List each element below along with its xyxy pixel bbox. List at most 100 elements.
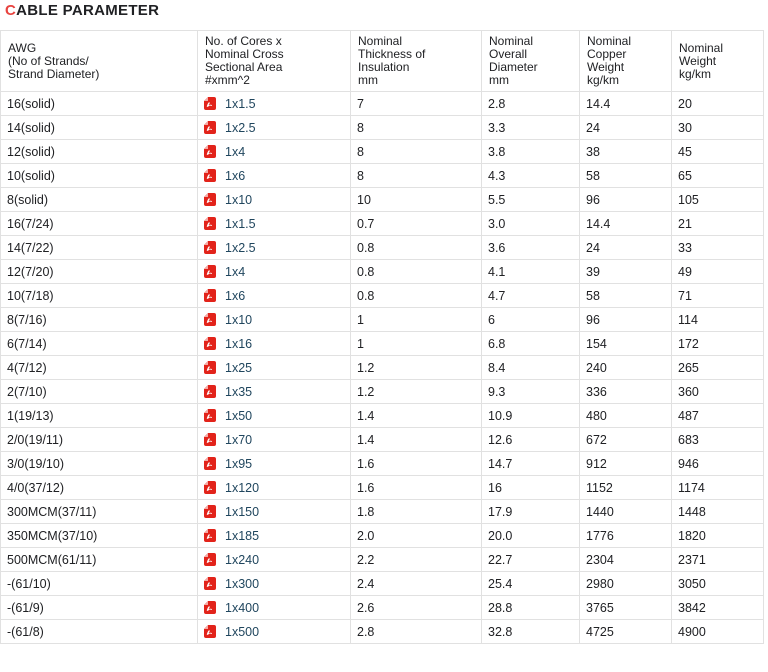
- cell-area: 1x240: [197, 547, 351, 572]
- pdf-icon[interactable]: [204, 217, 216, 230]
- cell-weight: 65: [671, 163, 764, 188]
- pdf-link-label[interactable]: 1x4: [225, 144, 246, 159]
- cell-weight: 172: [671, 331, 764, 356]
- cell-diameter: 8.4: [481, 355, 580, 380]
- pdf-datasheet-link[interactable]: 1x4: [204, 265, 344, 279]
- pdf-link-label[interactable]: 1x10: [225, 312, 253, 327]
- cell-area: 1x500: [197, 619, 351, 644]
- cell-copper: 96: [579, 307, 672, 332]
- cell-area: 1x1.5: [197, 91, 351, 116]
- cell-copper: 38: [579, 139, 672, 164]
- cell-diameter: 14.7: [481, 451, 580, 476]
- pdf-link-label[interactable]: 1x240: [225, 552, 260, 567]
- pdf-datasheet-link[interactable]: 1x6: [204, 169, 344, 183]
- cell-copper: 14.4: [579, 91, 672, 116]
- pdf-link-label[interactable]: 1x10: [225, 192, 253, 207]
- pdf-link-label[interactable]: 1x6: [225, 168, 246, 183]
- pdf-icon[interactable]: [204, 361, 216, 374]
- cell-area: 1x95: [197, 451, 351, 476]
- pdf-icon[interactable]: [204, 625, 216, 638]
- pdf-link-label[interactable]: 1x4: [225, 264, 246, 279]
- pdf-icon[interactable]: [204, 481, 216, 494]
- pdf-link-label[interactable]: 1x300: [225, 576, 260, 591]
- pdf-icon[interactable]: [204, 337, 216, 350]
- cell-copper: 912: [579, 451, 672, 476]
- table-row: 4(7/12) 1x25 1.2 8.4 240 265: [0, 355, 764, 380]
- table-row: 12(7/20) 1x4 0.8 4.1 39 49: [0, 259, 764, 284]
- pdf-icon[interactable]: [204, 385, 216, 398]
- cell-diameter: 12.6: [481, 427, 580, 452]
- pdf-link-label[interactable]: 1x25: [225, 360, 253, 375]
- pdf-link-label[interactable]: 1x95: [225, 456, 253, 471]
- pdf-datasheet-link[interactable]: 1x10: [204, 193, 344, 207]
- pdf-link-label[interactable]: 1x150: [225, 504, 260, 519]
- cell-diameter: 4.3: [481, 163, 580, 188]
- pdf-datasheet-link[interactable]: 1x10: [204, 313, 344, 327]
- pdf-datasheet-link[interactable]: 1x120: [204, 481, 344, 495]
- cell-awg: 12(7/20): [0, 259, 198, 284]
- pdf-icon[interactable]: [204, 577, 216, 590]
- pdf-icon[interactable]: [204, 289, 216, 302]
- pdf-icon[interactable]: [204, 601, 216, 614]
- pdf-icon[interactable]: [204, 121, 216, 134]
- pdf-link-label[interactable]: 1x6: [225, 288, 246, 303]
- pdf-datasheet-link[interactable]: 1x70: [204, 433, 344, 447]
- pdf-icon[interactable]: [204, 529, 216, 542]
- pdf-icon[interactable]: [204, 457, 216, 470]
- cell-weight: 683: [671, 427, 764, 452]
- cell-weight: 2371: [671, 547, 764, 572]
- pdf-datasheet-link[interactable]: 1x6: [204, 289, 344, 303]
- pdf-datasheet-link[interactable]: 1x95: [204, 457, 344, 471]
- pdf-link-label[interactable]: 1x50: [225, 408, 253, 423]
- pdf-datasheet-link[interactable]: 1x25: [204, 361, 344, 375]
- pdf-icon[interactable]: [204, 313, 216, 326]
- pdf-icon[interactable]: [204, 505, 216, 518]
- pdf-link-label[interactable]: 1x1.5: [225, 96, 256, 111]
- pdf-icon[interactable]: [204, 553, 216, 566]
- cell-copper: 2304: [579, 547, 672, 572]
- pdf-datasheet-link[interactable]: 1x1.5: [204, 97, 344, 111]
- pdf-datasheet-link[interactable]: 1x400: [204, 601, 344, 615]
- pdf-datasheet-link[interactable]: 1x16: [204, 337, 344, 351]
- column-header-cores-area: No. of Cores x Nominal Cross Sectional A…: [197, 30, 351, 92]
- cell-thickness: 8: [350, 115, 482, 140]
- pdf-icon[interactable]: [204, 265, 216, 278]
- pdf-link-label[interactable]: 1x400: [225, 600, 260, 615]
- pdf-link-label[interactable]: 1x2.5: [225, 240, 256, 255]
- cell-area: 1x4: [197, 259, 351, 284]
- pdf-datasheet-link[interactable]: 1x240: [204, 553, 344, 567]
- pdf-icon[interactable]: [204, 241, 216, 254]
- pdf-datasheet-link[interactable]: 1x35: [204, 385, 344, 399]
- pdf-icon[interactable]: [204, 169, 216, 182]
- cell-diameter: 4.1: [481, 259, 580, 284]
- pdf-icon[interactable]: [204, 145, 216, 158]
- pdf-datasheet-link[interactable]: 1x150: [204, 505, 344, 519]
- cell-area: 1x6: [197, 163, 351, 188]
- page-title-accent: C: [5, 2, 17, 19]
- cell-area: 1x185: [197, 523, 351, 548]
- pdf-datasheet-link[interactable]: 1x2.5: [204, 121, 344, 135]
- pdf-link-label[interactable]: 1x120: [225, 480, 260, 495]
- pdf-datasheet-link[interactable]: 1x300: [204, 577, 344, 591]
- pdf-icon[interactable]: [204, 433, 216, 446]
- pdf-datasheet-link[interactable]: 1x185: [204, 529, 344, 543]
- pdf-datasheet-link[interactable]: 1x50: [204, 409, 344, 423]
- pdf-link-label[interactable]: 1x185: [225, 528, 260, 543]
- cell-weight: 3842: [671, 595, 764, 620]
- cell-awg: 14(7/22): [0, 235, 198, 260]
- pdf-icon[interactable]: [204, 409, 216, 422]
- pdf-link-label[interactable]: 1x2.5: [225, 120, 256, 135]
- pdf-link-label[interactable]: 1x16: [225, 336, 253, 351]
- pdf-icon[interactable]: [204, 193, 216, 206]
- cell-weight: 33: [671, 235, 764, 260]
- pdf-datasheet-link[interactable]: 1x1.5: [204, 217, 344, 231]
- pdf-link-label[interactable]: 1x500: [225, 624, 260, 639]
- pdf-link-label[interactable]: 1x35: [225, 384, 253, 399]
- pdf-datasheet-link[interactable]: 1x4: [204, 145, 344, 159]
- pdf-datasheet-link[interactable]: 1x500: [204, 625, 344, 639]
- pdf-link-label[interactable]: 1x1.5: [225, 216, 256, 231]
- pdf-datasheet-link[interactable]: 1x2.5: [204, 241, 344, 255]
- pdf-link-label[interactable]: 1x70: [225, 432, 253, 447]
- cell-diameter: 6.8: [481, 331, 580, 356]
- pdf-icon[interactable]: [204, 97, 216, 110]
